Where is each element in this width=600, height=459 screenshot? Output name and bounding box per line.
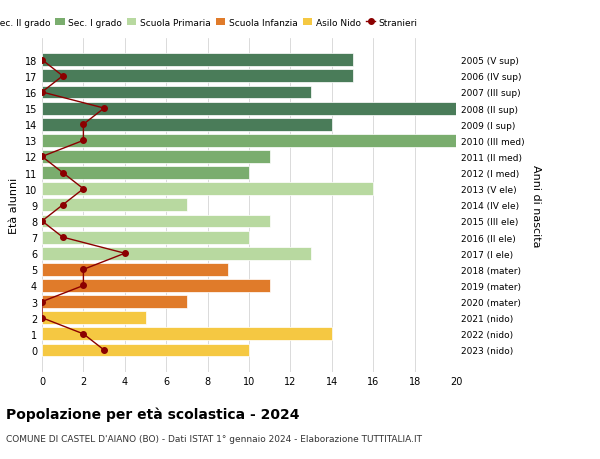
Bar: [42, 183, 373, 196]
Bar: [42, 54, 353, 67]
Bar: [42, 167, 249, 179]
Text: Popolazione per età scolastica - 2024: Popolazione per età scolastica - 2024: [6, 406, 299, 421]
Bar: [42, 118, 332, 131]
Text: COMUNE DI CASTEL D'AIANO (BO) - Dati ISTAT 1° gennaio 2024 - Elaborazione TUTTIT: COMUNE DI CASTEL D'AIANO (BO) - Dati IST…: [6, 434, 422, 443]
Bar: [42, 247, 311, 260]
Bar: [42, 328, 332, 341]
Bar: [42, 312, 146, 325]
Bar: [42, 151, 270, 163]
Bar: [42, 86, 311, 99]
Bar: [42, 344, 249, 357]
Bar: [42, 134, 456, 147]
Bar: [42, 263, 229, 276]
Bar: [42, 231, 249, 244]
Bar: [42, 199, 187, 212]
Legend: Sec. II grado, Sec. I grado, Scuola Primaria, Scuola Infanzia, Asilo Nido, Stran: Sec. II grado, Sec. I grado, Scuola Prim…: [0, 15, 421, 31]
Bar: [42, 280, 270, 292]
Bar: [42, 215, 270, 228]
Y-axis label: Anni di nascita: Anni di nascita: [531, 164, 541, 246]
Y-axis label: Età alunni: Età alunni: [9, 177, 19, 234]
Bar: [42, 102, 456, 115]
Bar: [42, 296, 187, 308]
Bar: [42, 70, 353, 83]
